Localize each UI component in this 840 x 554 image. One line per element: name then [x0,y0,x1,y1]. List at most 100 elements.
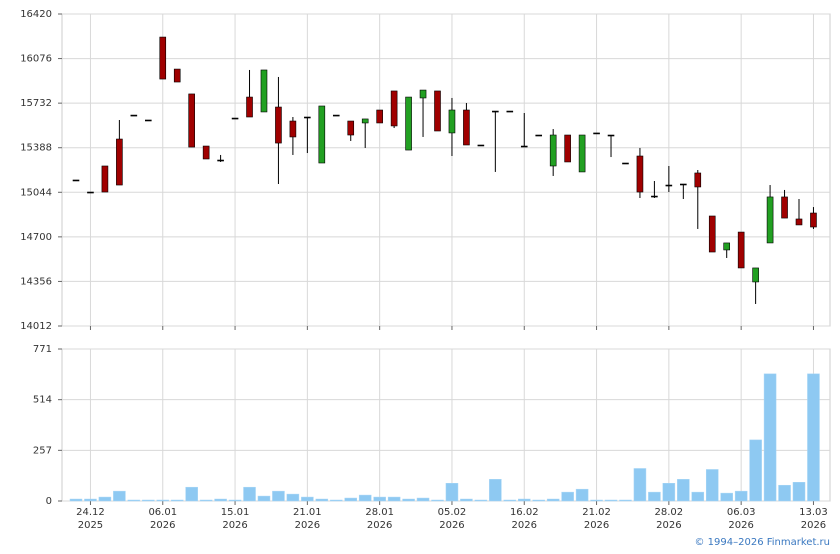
candle-body [578,134,586,173]
candle-body [448,109,456,134]
candle-body [723,242,731,251]
volume-bar [142,499,155,502]
x-tick-label: 28.01 [365,507,394,518]
candle-body [752,267,759,283]
volume-bar [69,498,83,502]
candle-body [173,68,181,83]
y-tick-label: 15732 [20,98,52,109]
x-tick-label: 21.01 [293,507,322,518]
x-tick-label: 2026 [439,520,464,531]
volume-bar [778,484,791,502]
price-frame [61,13,831,327]
candle-body [390,90,398,127]
x-tick-label: 15.01 [221,507,250,518]
x-tick-label: 2026 [367,520,392,531]
candle-body [810,212,817,228]
y-tick-label: 514 [33,395,52,406]
volume-bar [402,498,415,502]
candle-body [405,96,412,151]
candle-body [159,36,167,80]
x-tick-label: 2026 [801,520,826,531]
y-tick-label: 16076 [20,54,52,65]
candle-body [766,196,774,244]
volume-bar [214,498,227,502]
candle-body [275,106,282,144]
volume-bar [243,486,256,502]
volume-bar [344,497,357,502]
candle-body [651,195,658,198]
volume-bar [358,494,372,502]
x-tick-label: 21.02 [582,507,611,518]
volume-bar [518,498,531,502]
volume-bar [373,496,386,502]
candle-body [318,105,326,164]
volume-bar [677,479,690,502]
y-tick-label: 257 [33,445,52,456]
volume-bar [734,490,748,502]
candle-body [130,114,138,117]
x-tick-label: 28.02 [655,507,684,518]
x-tick-label: 13.03 [799,507,828,518]
x-tick-label: 2026 [656,520,681,531]
candle-body [781,196,788,219]
x-tick-label: 06.03 [727,507,756,518]
candle-body [217,159,224,162]
candle-body [101,165,109,193]
candle-body [665,184,673,187]
volume-bar [185,486,198,502]
volume-bar [662,483,676,502]
candle-body [535,134,543,137]
candle-body [145,119,152,122]
candle-body [289,120,297,138]
candle-body [795,218,803,226]
candle-body [72,179,80,182]
candle-body [520,145,528,148]
volume-bar [633,468,647,502]
candle-body [593,132,600,135]
volume-bar [590,499,603,502]
volume-bar [98,496,112,502]
candle-body [694,172,702,188]
volume-bar [503,499,517,502]
volume-bar [575,488,589,502]
x-tick-label: 05.02 [438,507,467,518]
volume-bar [807,373,820,502]
candle-body [636,155,644,193]
x-tick-label: 2026 [512,520,537,531]
volume-bar [792,482,806,502]
volume-bar [604,499,618,502]
candle-body [463,109,470,146]
y-tick-label: 771 [33,344,52,355]
volume-bar [257,495,271,502]
volume-bar [170,499,184,502]
x-tick-label: 2026 [150,520,175,531]
volume-bar [84,498,97,502]
candle-body [188,93,195,148]
candle-body [332,114,340,117]
x-tick-label: 2026 [728,520,753,531]
y-tick-label: 0 [46,496,52,507]
volume-bar [705,469,719,502]
y-tick-label: 15044 [20,187,52,198]
volume-bar [619,499,632,502]
y-tick-label: 16420 [20,9,52,20]
candle-body [246,96,253,118]
volume-bar [286,493,300,502]
candle-body [202,145,210,160]
candle-body [622,162,629,165]
x-tick-label: 06.01 [148,507,177,518]
volume-bar [474,499,488,502]
candle-body [680,183,687,186]
volume-bar [272,490,285,502]
x-tick-label: 16.02 [510,507,539,518]
candle-body [564,134,571,163]
candle-body [492,110,499,113]
volume-bar [315,498,329,502]
candle-body [506,110,514,113]
x-tick-label: 24.12 [76,507,105,518]
candle-body [737,231,745,269]
volume-bar [330,499,343,502]
volume-bar [489,479,502,502]
volume-bar [301,496,314,502]
